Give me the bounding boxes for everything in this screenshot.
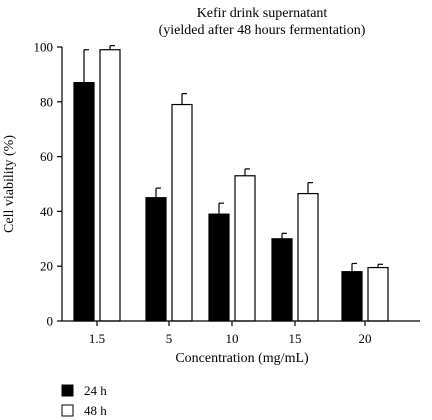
bar-24h-5 <box>145 197 167 322</box>
bar-48h-10 <box>234 175 256 322</box>
x-tick-label-1.5: 1.5 <box>89 331 105 346</box>
y-axis-title: Cell viability (%) <box>2 135 17 233</box>
x-tick-label-15: 15 <box>289 331 302 346</box>
bars-layer <box>73 49 389 322</box>
y-tick-label-100: 100 <box>34 40 54 55</box>
chart-title-line-2: (yielded after 48 hours fermentation) <box>159 23 366 38</box>
legend-swatch-48h <box>61 404 74 417</box>
y-tick-label-60: 60 <box>40 149 53 164</box>
y-tick-label-80: 80 <box>40 94 53 109</box>
chart-title-line-1: Kefir drink supernatant <box>197 6 328 21</box>
bar-48h-20 <box>367 266 389 322</box>
legend-item-24h: 24 h <box>61 383 107 398</box>
bar-48h-15 <box>297 192 319 322</box>
x-tick-label-5: 5 <box>166 331 173 346</box>
y-ticks-layer: 0 20 40 60 80 100 <box>34 40 62 329</box>
legend: 24 h 48 h <box>61 383 107 418</box>
y-tick-label-0: 0 <box>47 314 54 329</box>
x-ticks-layer: 1.5 5 10 15 20 <box>89 321 372 346</box>
legend-label-24h: 24 h <box>84 383 107 398</box>
y-tick-label-20: 20 <box>40 259 53 274</box>
bar-24h-1.5 <box>73 82 95 322</box>
bar-24h-15 <box>271 238 293 322</box>
y-tick-label-40: 40 <box>40 204 53 219</box>
bar-48h-5 <box>171 103 193 322</box>
legend-item-48h: 48 h <box>61 403 107 418</box>
x-tick-label-10: 10 <box>226 331 239 346</box>
bar-48h-1.5 <box>99 49 121 322</box>
x-tick-label-20: 20 <box>359 331 372 346</box>
bar-24h-10 <box>208 213 230 322</box>
x-axis-title: Concentration (mg/mL) <box>175 351 309 366</box>
error-bars-layer <box>83 45 383 272</box>
legend-swatch-24h <box>61 384 74 397</box>
bar-24h-20 <box>341 271 363 322</box>
legend-label-48h: 48 h <box>84 403 107 418</box>
